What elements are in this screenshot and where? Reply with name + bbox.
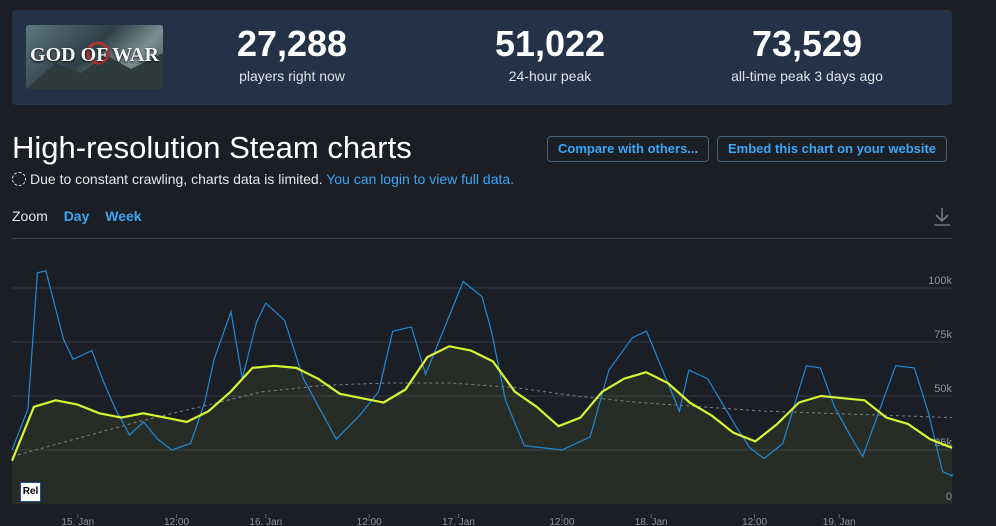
all-time-peak-value: 73,529 bbox=[751, 23, 863, 64]
players-line bbox=[11, 269, 953, 477]
average-line bbox=[10, 345, 953, 462]
x-tick-label: 17. Jan bbox=[442, 517, 475, 526]
stat-current-players: 27,288 players right now bbox=[212, 22, 372, 86]
logo-background-art bbox=[26, 41, 163, 89]
notice-text: Due to constant crawling, charts data is… bbox=[30, 171, 323, 187]
x-tick-label: 12:00 bbox=[549, 517, 574, 526]
zoom-label: Zoom bbox=[12, 208, 48, 224]
y-tick-label: 75k bbox=[934, 329, 952, 341]
all-time-peak-label: all-time peak 3 days ago bbox=[731, 68, 883, 84]
zoom-day-button[interactable]: Day bbox=[63, 208, 90, 224]
x-tick-label: 15. Jan bbox=[61, 517, 94, 526]
divider bbox=[12, 238, 952, 239]
download-icon[interactable] bbox=[932, 206, 952, 228]
stat-24h-peak: 51,022 24-hour peak bbox=[470, 22, 630, 86]
login-link[interactable]: You can login to view full data. bbox=[326, 171, 515, 187]
x-tick-label: 12:00 bbox=[742, 517, 767, 526]
embed-chart-button[interactable]: Embed this chart on your website bbox=[717, 136, 948, 162]
y-tick-label: 100k bbox=[928, 275, 952, 287]
dashed-circle-icon bbox=[12, 172, 26, 186]
rel-badge[interactable]: Rel bbox=[20, 482, 41, 502]
x-tick-label: 12:00 bbox=[357, 517, 382, 526]
y-tick-label: 50k bbox=[934, 383, 952, 395]
average-area bbox=[12, 346, 952, 504]
stats-bar: GOD OF WAR 27,288 players right now 51,0… bbox=[12, 10, 952, 105]
page-title: High-resolution Steam charts bbox=[12, 130, 412, 165]
x-tick-label: 16. Jan bbox=[249, 517, 282, 526]
data-limit-notice: Due to constant crawling, charts data is… bbox=[12, 171, 514, 187]
compare-button[interactable]: Compare with others... bbox=[547, 136, 710, 162]
peak-24h-label: 24-hour peak bbox=[508, 68, 592, 84]
stat-all-time-peak: 73,529 all-time peak 3 days ago bbox=[712, 22, 902, 86]
current-players-label: players right now bbox=[239, 68, 345, 84]
game-logo-text: GOD OF WAR bbox=[30, 44, 159, 66]
y-tick-label: 0 bbox=[946, 491, 952, 503]
trend-line bbox=[11, 382, 953, 457]
x-tick-label: 19. Jan bbox=[823, 517, 856, 526]
peak-24h-value: 51,022 bbox=[494, 23, 606, 64]
game-logo[interactable]: GOD OF WAR bbox=[26, 25, 163, 89]
x-tick-label: 12:00 bbox=[164, 517, 189, 526]
current-players-value: 27,288 bbox=[236, 23, 348, 64]
x-tick-label: 18. Jan bbox=[635, 517, 668, 526]
zoom-week-button[interactable]: Week bbox=[105, 208, 142, 224]
zoom-controls: Zoom Day Week bbox=[12, 208, 154, 224]
